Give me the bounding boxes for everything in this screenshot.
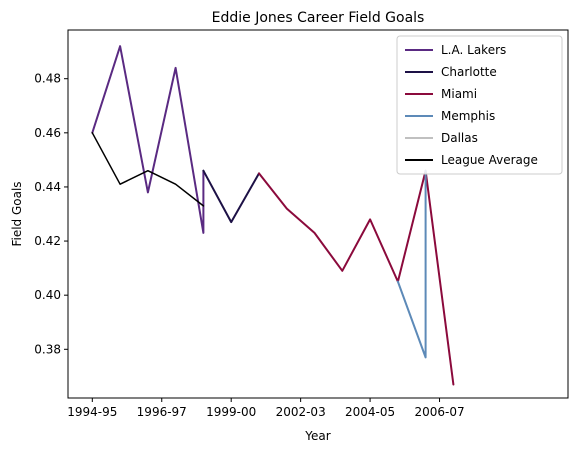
legend-label-charlotte: Charlotte bbox=[441, 65, 497, 79]
legend-label-memphis: Memphis bbox=[441, 109, 495, 123]
legend-label-league-average: League Average bbox=[441, 153, 538, 167]
y-axis: 0.38 0.40 0.42 0.44 0.46 0.48 bbox=[34, 72, 68, 356]
y-tick-label: 0.44 bbox=[34, 180, 61, 194]
legend-label-l-a-lakers: L.A. Lakers bbox=[441, 43, 506, 57]
series-line-miami bbox=[258, 169, 455, 386]
x-axis: 1994-95 1996-97 1999-00 2002-03 2004-05 2006-… bbox=[67, 398, 465, 419]
series-line-l-a-lakers bbox=[91, 45, 205, 234]
series-line-memphis bbox=[396, 169, 427, 359]
y-axis-label: Field Goals bbox=[10, 181, 24, 246]
series-line-league-average bbox=[91, 132, 205, 207]
x-tick-label: 2002-03 bbox=[276, 405, 326, 419]
series-line-charlotte bbox=[202, 169, 260, 224]
x-tick-label: 1999-00 bbox=[206, 405, 256, 419]
x-axis-label: Year bbox=[304, 429, 330, 443]
chart-title: Eddie Jones Career Field Goals bbox=[212, 10, 425, 26]
y-tick-label: 0.42 bbox=[34, 234, 61, 248]
x-tick-label: 2006-07 bbox=[414, 405, 464, 419]
plot-lines bbox=[91, 45, 455, 386]
legend-label-miami: Miami bbox=[441, 87, 477, 101]
plot-frame bbox=[67, 29, 569, 399]
legend-label-dallas: Dallas bbox=[441, 131, 478, 145]
y-tick-label: 0.46 bbox=[34, 126, 61, 140]
x-tick-label: 2004-05 bbox=[345, 405, 395, 419]
x-tick-label: 1996-97 bbox=[137, 405, 187, 419]
x-tick-label: 1994-95 bbox=[67, 405, 117, 419]
y-tick-label: 0.38 bbox=[34, 342, 61, 356]
y-tick-label: 0.48 bbox=[34, 72, 61, 86]
legend-box bbox=[396, 35, 563, 175]
legend: L.A. Lakers Charlotte Miami Memphis Dallas Le… bbox=[396, 35, 563, 175]
y-tick-label: 0.40 bbox=[34, 288, 61, 302]
